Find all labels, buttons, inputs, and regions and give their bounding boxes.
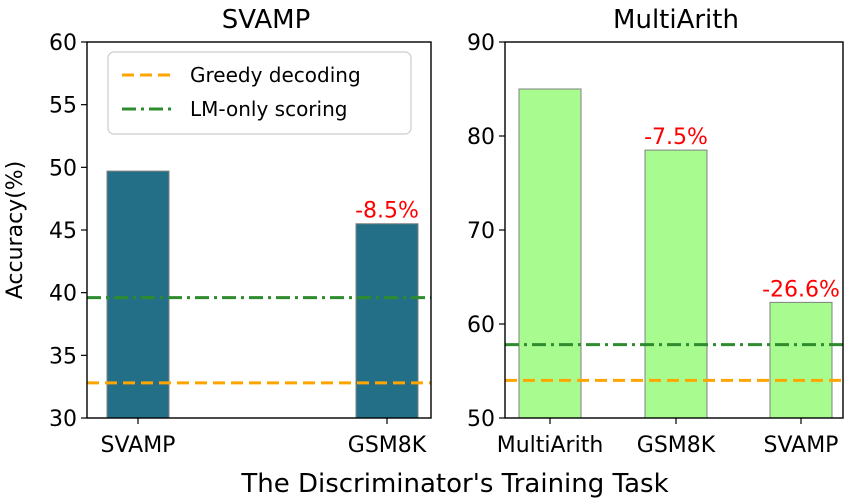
y-tick-label: 30 xyxy=(49,407,77,432)
y-tick-label: 60 xyxy=(467,313,495,338)
x-axis-label: The Discriminator's Training Task xyxy=(240,469,668,499)
panel-multiarith-plot: 50 60 70 80 90 MultiArith GSM8K -7.5% SVAMP -26.6… xyxy=(467,31,843,458)
legend: Greedy decoding LM-only scoring xyxy=(107,51,412,135)
legend-greedy-label: Greedy decoding xyxy=(190,63,361,87)
y-tick-label: 45 xyxy=(49,219,77,244)
panel-svamp: SVAMP 30 35 40 45 50 55 60 SVAMP GSM8K -8.5% xyxy=(49,5,432,458)
legend-box xyxy=(107,51,412,135)
y-tick-label: 80 xyxy=(467,125,495,150)
x-tick-label: GSM8K xyxy=(348,433,427,458)
y-tick-label: 50 xyxy=(467,407,495,432)
x-tick-label: SVAMP xyxy=(764,433,839,458)
y-tick-label: 35 xyxy=(49,344,77,369)
panel-multiarith-axes-frame xyxy=(504,41,844,419)
bar-multiarith xyxy=(518,88,582,419)
y-tick-label: 60 xyxy=(49,31,77,56)
panel-svamp-plot: 30 35 40 45 50 55 60 SVAMP GSM8K -8.5% xyxy=(49,31,431,458)
legend-lm-only-label: LM-only scoring xyxy=(190,97,347,121)
y-tick-label: 55 xyxy=(49,94,77,119)
data-label: -26.6% xyxy=(762,277,840,302)
y-tick-label: 50 xyxy=(49,156,77,181)
bar-gsm8k xyxy=(644,149,708,419)
y-tick-label: 40 xyxy=(49,282,77,307)
data-label: -8.5% xyxy=(355,199,419,224)
panel-multiarith: MultiArith 50 60 70 80 90 MultiArith GSM8K -7.5… xyxy=(467,5,844,458)
bar-gsm8k xyxy=(355,223,419,419)
panel-svamp-title: SVAMP xyxy=(222,5,311,35)
x-tick-label: MultiArith xyxy=(497,433,604,458)
data-label: -7.5% xyxy=(644,125,708,150)
bar-svamp xyxy=(106,170,170,419)
panel-multiarith-title: MultiArith xyxy=(613,5,739,35)
bar-svamp xyxy=(769,301,833,419)
panel-svamp-axes-frame xyxy=(86,41,432,419)
x-tick-label: SVAMP xyxy=(101,433,176,458)
x-tick-label: GSM8K xyxy=(637,433,716,458)
y-tick-label: 70 xyxy=(467,219,495,244)
y-tick-label: 90 xyxy=(467,31,495,56)
y-axis-label: Accuracy(%) xyxy=(3,161,28,300)
